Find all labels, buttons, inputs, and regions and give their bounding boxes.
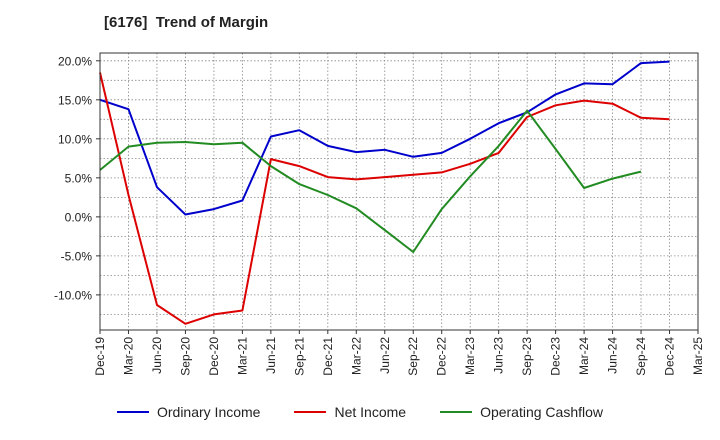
legend: Ordinary Income Net Income Operating Cashf… — [0, 404, 720, 420]
x-tick-label: Sep-22 — [406, 337, 420, 376]
x-tick-label: Mar-25 — [691, 337, 705, 375]
legend-item-net-income: Net Income — [294, 404, 406, 420]
y-tick-label: 15.0% — [58, 93, 92, 107]
series-line-ordinary-income — [99, 60, 670, 216]
legend-swatch — [116, 411, 149, 413]
x-tick-label: Mar-23 — [463, 337, 477, 375]
y-tick-label: 10.0% — [58, 132, 92, 146]
x-tick-label: Jun-22 — [378, 337, 392, 374]
y-tick-label: 20.0% — [58, 54, 92, 68]
x-tick-label: Sep-24 — [634, 337, 648, 376]
x-tick-label: Jun-21 — [264, 337, 278, 374]
x-tick-label: Sep-23 — [520, 337, 534, 376]
x-tick-label: Dec-22 — [435, 337, 449, 376]
x-tick-label: Dec-23 — [549, 337, 563, 376]
y-tick-label: 5.0% — [65, 171, 93, 185]
series-line-net-income — [99, 72, 670, 325]
x-tick-label: Mar-24 — [577, 337, 591, 375]
x-tick-label: Dec-20 — [207, 337, 221, 376]
series-layer — [99, 60, 670, 325]
legend-item-operating-cashflow: Operating Cashflow — [440, 404, 603, 420]
x-tick-label: Jun-20 — [150, 337, 164, 374]
x-tick-label: Jun-23 — [492, 337, 506, 374]
plot-area-frame — [99, 52, 699, 331]
x-tick-label: Jun-24 — [606, 337, 620, 374]
series-line-operating-cashflow — [99, 109, 642, 253]
x-tick-label: Sep-20 — [178, 337, 192, 376]
legend-label: Net Income — [334, 404, 407, 420]
axis-layer: 20.0% 15.0% 10.0% 5.0% 0.0% -5.0% -10.0% Dec-19… — [54, 52, 705, 376]
x-tick-label: Sep-21 — [292, 337, 306, 376]
y-tick-label: 0.0% — [65, 210, 93, 224]
legend-item-ordinary-income: Ordinary Income — [116, 404, 261, 420]
y-tick-label: -10.0% — [54, 288, 92, 302]
x-tick-label: Dec-19 — [93, 337, 107, 376]
x-tick-label: Dec-24 — [663, 337, 677, 376]
x-tick-label: Mar-20 — [121, 337, 135, 375]
grid-layer — [99, 53, 699, 330]
x-tick-label: Mar-22 — [349, 337, 363, 375]
legend-swatch — [440, 411, 473, 413]
y-tick-label: -5.0% — [61, 249, 93, 263]
chart-title: [6176] Trend of Margin — [104, 14, 269, 31]
legend-label: Ordinary Income — [156, 404, 261, 420]
legend-swatch — [294, 411, 327, 413]
x-tick-label: Mar-21 — [235, 337, 249, 375]
legend-label: Operating Cashflow — [480, 404, 604, 420]
x-tick-label: Dec-21 — [321, 337, 335, 376]
